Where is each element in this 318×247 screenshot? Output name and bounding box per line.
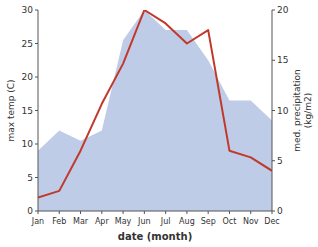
- x-tick: [144, 211, 145, 214]
- x-axis-label: date (month): [118, 231, 192, 242]
- x-tick-label: Apr: [95, 217, 110, 226]
- x-tick-label: May: [115, 217, 132, 226]
- y2-axis-label: (kg/m2): [303, 93, 313, 128]
- x-tick-label: Jan: [31, 217, 44, 226]
- y-tick-label: 5: [27, 173, 33, 183]
- y2-tick-label: 0: [277, 206, 283, 216]
- y-tick-label: 0: [27, 206, 33, 216]
- y-tick: [35, 144, 38, 145]
- y2-tick-label: 10: [277, 106, 289, 116]
- y2-tick: [272, 160, 275, 161]
- y2-tick-label: 20: [277, 5, 289, 15]
- x-tick-label: Dec: [264, 217, 279, 226]
- y2-tick: [272, 60, 275, 61]
- x-tick-label: Jul: [160, 217, 171, 226]
- x-tick: [59, 211, 60, 214]
- x-tick: [165, 211, 166, 214]
- x-tick: [80, 211, 81, 214]
- x-tick-label: Nov: [243, 217, 259, 226]
- y-tick-label: 25: [22, 39, 33, 49]
- plot-area: [38, 10, 272, 211]
- y2-tick: [272, 110, 275, 111]
- y-tick: [35, 177, 38, 178]
- area: [38, 10, 272, 211]
- x-tick: [123, 211, 124, 214]
- x-tick-label: Mar: [73, 217, 89, 226]
- y2-axis-label: med. precipitation: [292, 69, 302, 151]
- y2-tick-label: 15: [277, 55, 288, 65]
- y-tick: [35, 10, 38, 11]
- x-tick-label: Sep: [201, 217, 216, 226]
- x-tick-label: Feb: [52, 217, 66, 226]
- y-tick: [35, 110, 38, 111]
- y2-tick: [272, 10, 275, 11]
- x-tick: [208, 211, 209, 214]
- line: [38, 10, 272, 198]
- x-tick: [186, 211, 187, 214]
- x-axis-line: [38, 211, 272, 212]
- y-tick: [35, 77, 38, 78]
- y-tick-label: 15: [22, 106, 33, 116]
- y2-tick-label: 5: [277, 156, 283, 166]
- x-tick: [38, 211, 39, 214]
- x-tick-label: Aug: [179, 217, 195, 226]
- chart: 0 5 10 15 20 25 30 0 5 10 15 20 Jan Feb Mar Apr May Jun Ju…: [0, 0, 318, 247]
- y-axis-label: max temp (C): [6, 79, 16, 141]
- y-tick-label: 20: [22, 72, 34, 82]
- y-tick-label: 10: [22, 139, 34, 149]
- x-tick-label: Jun: [137, 217, 151, 226]
- y-tick-label: 30: [22, 5, 34, 15]
- y-tick: [35, 43, 38, 44]
- x-tick: [101, 211, 102, 214]
- x-tick: [272, 211, 273, 214]
- x-tick-label: Oct: [223, 217, 237, 226]
- x-tick: [229, 211, 230, 214]
- x-tick: [250, 211, 251, 214]
